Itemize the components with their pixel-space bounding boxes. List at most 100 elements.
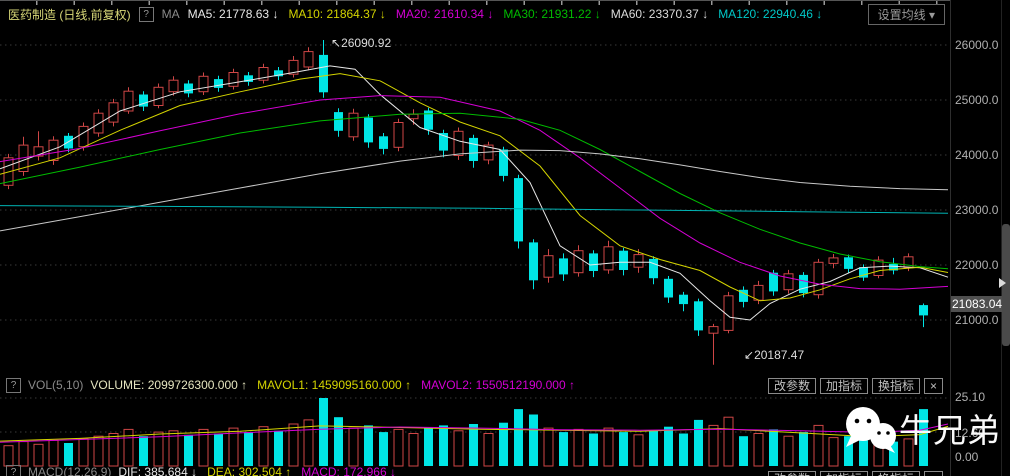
volume-indicator-name: VOL(5,10)	[28, 378, 84, 392]
macd-readout-0: DIF: 385.684 ↓	[118, 465, 197, 476]
vol-value-0: 2099726300.000	[147, 378, 238, 392]
trend-arrow-icon: ↑	[405, 378, 412, 392]
trend-arrow-icon: ↓	[487, 7, 494, 21]
trend-arrow-icon: ↓	[702, 7, 709, 21]
help-icon[interactable]: ?	[138, 6, 154, 22]
high-price-annotation: ↖26090.92	[331, 36, 391, 50]
ma-settings-label: 设置均线	[877, 8, 926, 22]
ma-value-1: 21864.37	[326, 7, 377, 21]
vol-value-2: 1550512190.000	[475, 378, 566, 392]
vertical-scrollbar[interactable]	[1002, 224, 1010, 346]
macd-value-1: 302.504	[238, 465, 282, 476]
chevron-down-icon: ▾	[928, 8, 935, 22]
trend-arrow-icon: ↓	[389, 465, 396, 476]
low-price-annotation: ↙20187.47	[744, 348, 804, 362]
ma-group-label: MA	[161, 7, 180, 21]
macd-pane-header: ? MACD(12,26,9) DIF: 385.684 ↓ DEA: 302.5…	[0, 464, 396, 476]
help-icon[interactable]: ?	[6, 377, 21, 393]
ma-readout-5: MA120: 22940.46 ↓	[718, 7, 822, 21]
macd-readout-2: MACD: 172.966 ↓	[301, 465, 396, 476]
scroll-position-arrow-icon	[999, 278, 1006, 288]
macd-label-1: DEA:	[207, 465, 236, 476]
ma-label-2: MA20:	[395, 7, 431, 21]
macd-label-2: MACD:	[301, 465, 340, 476]
indicator-button-1[interactable]: 加指标	[819, 378, 868, 394]
arrow-up-left-icon: ↖	[331, 36, 342, 50]
vol-label-2: MAVOL2:	[421, 378, 473, 392]
axis-separator	[950, 0, 951, 476]
wechat-icon	[843, 403, 899, 458]
macd-indicator-name: MACD(12,26,9)	[28, 465, 112, 476]
vol-value-1: 1459095160.000	[311, 378, 402, 392]
ma-label-1: MA10:	[288, 7, 324, 21]
watermark-text: 牛兄弟	[899, 411, 1001, 449]
main-chart-header: 医药制造 (日线,前复权) ? MA MA5: 21778.63 ↓ MA10: …	[0, 5, 822, 23]
ma-readout-2: MA20: 21610.34 ↓	[396, 7, 493, 21]
ma-value-2: 21610.34	[433, 7, 484, 21]
vol-readout-2: MAVOL2: 1550512190.000 ↑	[421, 378, 575, 392]
indicator-button-0[interactable]: 改参数	[767, 378, 816, 394]
price-axis-label-4: 22000.0	[955, 258, 999, 272]
vol-label-1: MAVOL1:	[257, 378, 309, 392]
ma-settings-button[interactable]: 设置均线 ▾	[867, 4, 945, 25]
volume-axis-label-2: 0.00	[955, 450, 979, 464]
trend-arrow-icon: ↓	[191, 465, 198, 476]
ma-label-5: MA120:	[718, 7, 760, 21]
vol-readout-1: MAVOL1: 1459095160.000 ↑	[257, 378, 411, 392]
indicator-button-2[interactable]: 换指标	[871, 378, 920, 394]
ma-readout-1: MA10: 21864.37 ↓	[288, 7, 385, 21]
help-icon[interactable]: ?	[6, 464, 21, 476]
ma-readout-4: MA60: 23370.37 ↓	[611, 7, 708, 21]
volume-pane-header: ? VOL(5,10) VOLUME: 2099726300.000 ↑ MAVO…	[0, 377, 575, 393]
price-axis-label-0: 26000.0	[955, 38, 999, 52]
close-icon[interactable]: ×	[923, 378, 943, 394]
close-icon[interactable]: ×	[923, 471, 943, 476]
indicator-button-2[interactable]: 换指标	[871, 471, 920, 476]
trend-arrow-icon: ↓	[816, 7, 823, 21]
price-axis-label-5: 21000.0	[955, 313, 999, 327]
trend-arrow-icon: ↓	[379, 7, 386, 21]
arrow-down-left-icon: ↙	[744, 348, 755, 362]
ma-readouts: MA5: 21778.63 ↓ MA10: 21864.37 ↓ MA20: 216…	[188, 7, 823, 21]
vol-label-0: VOLUME:	[90, 378, 145, 392]
ma-value-3: 21931.22	[541, 7, 592, 21]
high-price-text: 26090.92	[341, 36, 392, 50]
price-axis-label-1: 25000.0	[955, 93, 999, 107]
volume-pane-buttons: 改参数 加指标 换指标 ×	[767, 378, 943, 394]
price-axis-label-3: 23000.0	[955, 203, 999, 217]
macd-value-2: 172.966	[343, 465, 387, 476]
volume-readouts: VOLUME: 2099726300.000 ↑ MAVOL1: 14590951…	[90, 378, 575, 392]
volume-axis-label-1: 12.60	[955, 426, 986, 440]
volume-axis-label-0: 25.10	[955, 390, 986, 404]
trend-arrow-icon: ↓	[272, 7, 279, 21]
scroll-track-edge	[1001, 0, 1002, 476]
trend-arrow-icon: ↑	[285, 465, 292, 476]
top-axis-ticks	[0, 0, 950, 5]
ma-label-0: MA5:	[187, 7, 216, 21]
trend-arrow-icon: ↑	[241, 378, 248, 392]
low-price-text: 20187.47	[754, 348, 805, 362]
macd-readout-1: DEA: 302.504 ↑	[207, 465, 291, 476]
ma-label-4: MA60:	[610, 7, 646, 21]
macd-label-0: DIF:	[118, 465, 142, 476]
chart-title: 医药制造 (日线,前复权)	[8, 7, 131, 22]
indicator-button-0[interactable]: 改参数	[767, 471, 816, 476]
ma-value-0: 21778.63	[219, 7, 270, 21]
macd-value-0: 385.684	[144, 465, 188, 476]
ma-value-4: 23370.37	[648, 7, 699, 21]
watermark: 牛兄弟	[843, 403, 1001, 458]
macd-readouts: DIF: 385.684 ↓ DEA: 302.504 ↑ MACD: 172.96…	[118, 465, 396, 476]
indicator-button-1[interactable]: 加指标	[819, 471, 868, 476]
trend-arrow-icon: ↓	[594, 7, 601, 21]
vol-readout-0: VOLUME: 2099726300.000 ↑	[90, 378, 247, 392]
ma-readout-0: MA5: 21778.63 ↓	[188, 7, 279, 21]
ma-value-5: 22940.46	[762, 7, 813, 21]
last-price-badge: 21083.04	[951, 296, 1010, 312]
ma-readout-3: MA30: 21931.22 ↓	[503, 7, 600, 21]
ma-label-3: MA30:	[503, 7, 538, 21]
price-axis-label-2: 24000.0	[955, 148, 999, 162]
trend-arrow-icon: ↑	[569, 378, 575, 392]
